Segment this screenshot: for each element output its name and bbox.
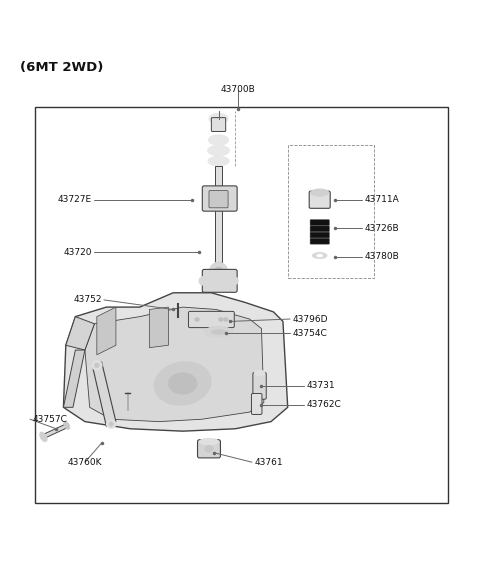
Ellipse shape bbox=[223, 317, 228, 321]
Ellipse shape bbox=[208, 156, 229, 166]
Text: 43780B: 43780B bbox=[364, 252, 399, 262]
Text: 43752: 43752 bbox=[73, 295, 102, 305]
Bar bbox=[35, 107, 447, 503]
Ellipse shape bbox=[109, 422, 113, 426]
Ellipse shape bbox=[209, 262, 228, 281]
Ellipse shape bbox=[214, 267, 223, 275]
FancyBboxPatch shape bbox=[310, 226, 329, 232]
Ellipse shape bbox=[204, 445, 213, 452]
Ellipse shape bbox=[95, 363, 99, 367]
FancyBboxPatch shape bbox=[202, 270, 237, 292]
Ellipse shape bbox=[204, 327, 233, 337]
FancyBboxPatch shape bbox=[310, 232, 329, 238]
Polygon shape bbox=[92, 362, 116, 426]
Ellipse shape bbox=[199, 438, 218, 445]
FancyBboxPatch shape bbox=[310, 220, 329, 225]
Ellipse shape bbox=[207, 145, 229, 156]
Ellipse shape bbox=[229, 276, 238, 285]
Text: 43757C: 43757C bbox=[33, 415, 67, 424]
Polygon shape bbox=[97, 307, 116, 355]
Polygon shape bbox=[42, 424, 68, 438]
Polygon shape bbox=[63, 350, 85, 407]
Bar bbox=[288, 145, 373, 278]
FancyBboxPatch shape bbox=[202, 186, 237, 211]
FancyBboxPatch shape bbox=[309, 191, 330, 209]
Text: 43720: 43720 bbox=[63, 248, 92, 257]
Text: 43796D: 43796D bbox=[292, 314, 328, 324]
Text: 43700B: 43700B bbox=[220, 85, 255, 94]
Text: 43711A: 43711A bbox=[364, 195, 399, 204]
Ellipse shape bbox=[92, 361, 102, 370]
Polygon shape bbox=[85, 307, 264, 422]
Ellipse shape bbox=[211, 329, 226, 334]
Ellipse shape bbox=[199, 276, 207, 285]
Ellipse shape bbox=[311, 189, 329, 196]
FancyBboxPatch shape bbox=[209, 191, 228, 208]
Ellipse shape bbox=[107, 420, 116, 429]
Ellipse shape bbox=[174, 300, 182, 308]
FancyBboxPatch shape bbox=[215, 166, 222, 262]
FancyBboxPatch shape bbox=[189, 312, 234, 328]
Ellipse shape bbox=[64, 422, 70, 429]
Text: 43760K: 43760K bbox=[68, 458, 102, 467]
Polygon shape bbox=[63, 293, 288, 431]
Ellipse shape bbox=[168, 373, 197, 394]
Ellipse shape bbox=[208, 135, 228, 145]
Text: 43726B: 43726B bbox=[364, 224, 399, 233]
Text: 43762C: 43762C bbox=[307, 400, 342, 410]
Ellipse shape bbox=[317, 254, 323, 257]
FancyBboxPatch shape bbox=[198, 439, 220, 458]
Text: 43761: 43761 bbox=[254, 458, 283, 467]
Ellipse shape bbox=[40, 432, 47, 442]
Ellipse shape bbox=[154, 362, 211, 405]
FancyBboxPatch shape bbox=[211, 118, 226, 131]
Polygon shape bbox=[66, 317, 95, 350]
Polygon shape bbox=[149, 307, 168, 348]
FancyBboxPatch shape bbox=[253, 373, 266, 399]
Text: (6MT 2WD): (6MT 2WD) bbox=[21, 61, 104, 74]
FancyBboxPatch shape bbox=[252, 393, 262, 415]
Ellipse shape bbox=[312, 253, 327, 259]
Ellipse shape bbox=[218, 317, 223, 321]
Ellipse shape bbox=[209, 113, 228, 124]
Ellipse shape bbox=[254, 370, 265, 376]
Text: 43727E: 43727E bbox=[58, 195, 92, 204]
Text: 43731: 43731 bbox=[307, 381, 336, 391]
Text: 43754C: 43754C bbox=[292, 329, 327, 338]
Ellipse shape bbox=[195, 317, 199, 321]
FancyBboxPatch shape bbox=[310, 238, 329, 244]
